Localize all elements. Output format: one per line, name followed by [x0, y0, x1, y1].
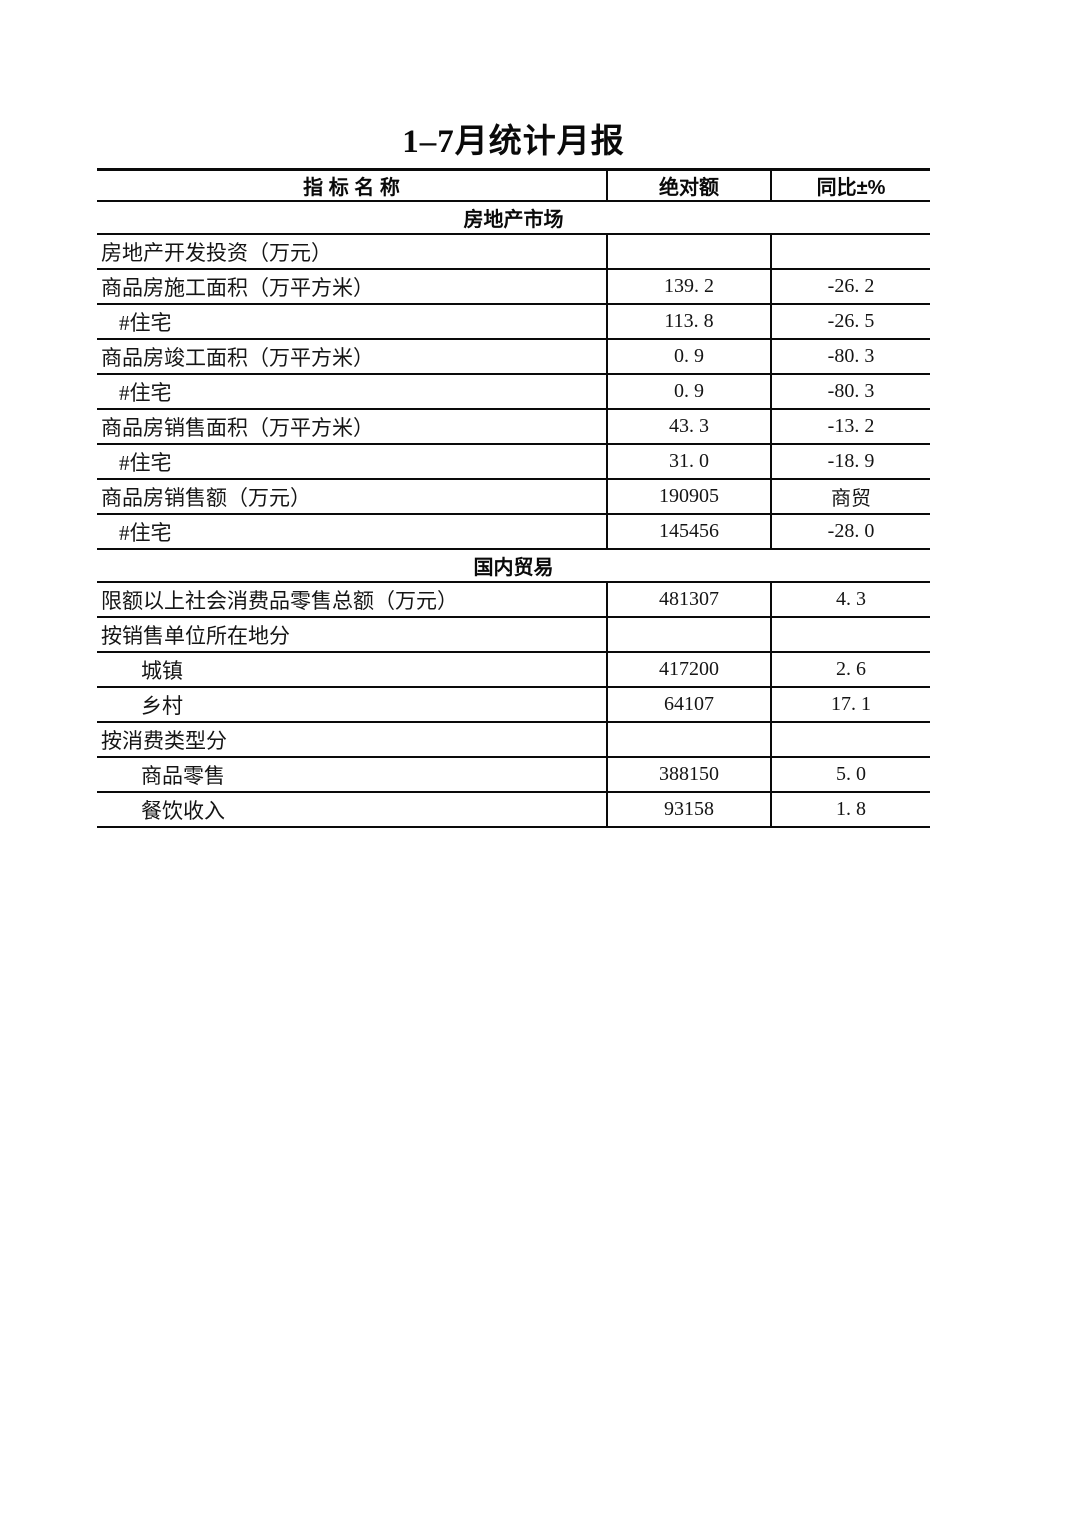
indicator-cell: #住宅	[119, 310, 172, 335]
absolute-cell: 43. 3	[606, 410, 770, 443]
header-indicator-name: 指 标 名 称	[303, 177, 400, 199]
indicator-cell: 乡村	[141, 693, 183, 718]
absolute-cell: 0. 9	[606, 375, 770, 408]
table-row: #住宅 31. 0 -18. 9	[97, 445, 930, 480]
table-row: 房地产开发投资（万元）	[97, 235, 930, 270]
table-row: 按消费类型分	[97, 723, 930, 758]
yoy-cell	[770, 235, 930, 268]
table-row: 商品房销售额（万元） 190905 商贸	[97, 480, 930, 515]
yoy-cell: -18. 9	[770, 445, 930, 478]
table-row: #住宅 0. 9 -80. 3	[97, 375, 930, 410]
yoy-cell: -80. 3	[770, 375, 930, 408]
absolute-cell: 64107	[606, 688, 770, 721]
absolute-cell: 0. 9	[606, 340, 770, 373]
absolute-cell: 139. 2	[606, 270, 770, 303]
indicator-cell: 按销售单位所在地分	[101, 623, 290, 648]
section-title: 房地产市场	[463, 209, 564, 231]
table-row: 商品房竣工面积（万平方米） 0. 9 -80. 3	[97, 340, 930, 375]
yoy-cell: -26. 5	[770, 305, 930, 338]
indicator-cell: 城镇	[141, 658, 183, 683]
absolute-cell	[606, 723, 770, 756]
yoy-cell: 1. 8	[770, 793, 930, 826]
table-row: 商品房施工面积（万平方米） 139. 2 -26. 2	[97, 270, 930, 305]
yoy-cell: -28. 0	[770, 515, 930, 548]
table-row: 乡村 64107 17. 1	[97, 688, 930, 723]
indicator-cell: 餐饮收入	[141, 798, 225, 823]
absolute-cell	[606, 618, 770, 651]
indicator-cell: 商品零售	[141, 763, 225, 788]
absolute-cell: 417200	[606, 653, 770, 686]
yoy-cell: 4. 3	[770, 583, 930, 616]
section-row-domestic-trade: 国内贸易	[97, 550, 930, 583]
indicator-cell: #住宅	[119, 450, 172, 475]
indicator-cell: 限额以上社会消费品零售总额（万元）	[101, 588, 458, 613]
statistics-table: 指 标 名 称 绝对额 同比±% 房地产市场 房地产开发投资（万元） 商品房施工…	[97, 168, 930, 828]
indicator-cell: 商品房销售面积（万平方米）	[101, 415, 374, 440]
table-row: 城镇 417200 2. 6	[97, 653, 930, 688]
table-row: 餐饮收入 93158 1. 8	[97, 793, 930, 828]
indicator-cell: 商品房销售额（万元）	[101, 485, 311, 510]
report-title: 1–7月统计月报	[402, 124, 625, 160]
indicator-cell: 商品房竣工面积（万平方米）	[101, 345, 374, 370]
yoy-cell: 17. 1	[770, 688, 930, 721]
section-row-real-estate: 房地产市场	[97, 202, 930, 235]
yoy-cell: 商贸	[770, 480, 930, 513]
yoy-cell	[770, 723, 930, 756]
yoy-cell: 5. 0	[770, 758, 930, 791]
section-title: 国内贸易	[473, 557, 554, 579]
table-row: 按销售单位所在地分	[97, 618, 930, 653]
absolute-cell: 113. 8	[606, 305, 770, 338]
absolute-cell: 31. 0	[606, 445, 770, 478]
absolute-cell: 481307	[606, 583, 770, 616]
absolute-cell	[606, 235, 770, 268]
yoy-cell: -80. 3	[770, 340, 930, 373]
yoy-cell: -26. 2	[770, 270, 930, 303]
table-row: #住宅 113. 8 -26. 5	[97, 305, 930, 340]
absolute-cell: 93158	[606, 793, 770, 826]
indicator-cell: #住宅	[119, 380, 172, 405]
report-sheet: 1–7月统计月报 指 标 名 称 绝对额 同比±% 房地产市场 房地产开发投资（…	[97, 120, 930, 828]
header-yoy-percent: 同比±%	[770, 171, 930, 200]
indicator-cell: 按消费类型分	[101, 728, 227, 753]
indicator-cell: #住宅	[119, 520, 172, 545]
indicator-cell: 房地产开发投资（万元）	[101, 240, 332, 265]
table-row: 商品房销售面积（万平方米） 43. 3 -13. 2	[97, 410, 930, 445]
yoy-cell: -13. 2	[770, 410, 930, 443]
table-row: #住宅 145456 -28. 0	[97, 515, 930, 550]
absolute-cell: 190905	[606, 480, 770, 513]
yoy-cell: 2. 6	[770, 653, 930, 686]
header-absolute-amount: 绝对额	[606, 171, 770, 200]
table-row: 商品零售 388150 5. 0	[97, 758, 930, 793]
table-header-row: 指 标 名 称 绝对额 同比±%	[97, 171, 930, 202]
absolute-cell: 388150	[606, 758, 770, 791]
indicator-cell: 商品房施工面积（万平方米）	[101, 275, 374, 300]
table-row: 限额以上社会消费品零售总额（万元） 481307 4. 3	[97, 583, 930, 618]
absolute-cell: 145456	[606, 515, 770, 548]
yoy-cell	[770, 618, 930, 651]
